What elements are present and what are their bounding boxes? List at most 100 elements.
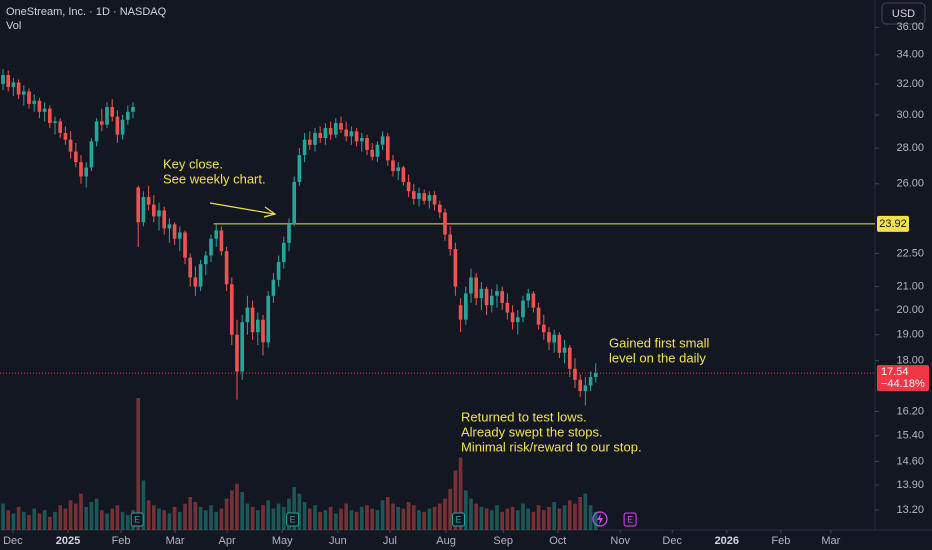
volume-bar xyxy=(27,515,31,530)
volume-bar xyxy=(16,506,21,530)
volume-bar xyxy=(354,511,359,530)
candle-body xyxy=(287,224,291,243)
candle-body xyxy=(318,132,323,138)
volume-bar xyxy=(593,511,598,530)
annotation-text: Minimal risk/reward to our stop. xyxy=(461,439,642,454)
y-tick-label: 28.00 xyxy=(896,142,924,154)
volume-bar xyxy=(489,510,494,530)
volume-bar xyxy=(1,503,5,530)
volume-bar xyxy=(448,488,453,530)
candle-body xyxy=(573,368,577,380)
level-price-box xyxy=(877,215,909,232)
x-tick-label: Jul xyxy=(383,535,397,547)
volume-bar xyxy=(484,508,489,530)
candle-body xyxy=(593,373,598,378)
volume-bar xyxy=(328,506,333,530)
volume-bar xyxy=(521,503,525,530)
volume-bar xyxy=(6,510,11,530)
candle-body xyxy=(567,347,572,369)
currency-button[interactable] xyxy=(881,2,926,25)
y-tick-label: 32.00 xyxy=(896,78,924,90)
y-tick-label: 21.00 xyxy=(896,280,924,292)
candle-body xyxy=(562,347,567,353)
volume-bar xyxy=(359,506,364,530)
volume-bar xyxy=(411,505,416,530)
x-tick-label: Apr xyxy=(219,535,236,547)
candle-body xyxy=(136,187,141,223)
volume-bar xyxy=(323,510,328,530)
candle-body xyxy=(131,107,135,112)
candle-body xyxy=(479,288,484,299)
volume-bar xyxy=(339,508,343,530)
volume-bar xyxy=(146,500,151,530)
annotation-text: level on the daily xyxy=(609,350,706,365)
candle-body xyxy=(198,264,203,287)
volume-bar xyxy=(245,503,250,530)
x-tick-label: 2025 xyxy=(56,535,80,547)
candle-body xyxy=(313,132,317,145)
candle-body xyxy=(27,91,31,104)
candle-body xyxy=(42,108,47,112)
candle-body xyxy=(219,230,224,252)
candle-body xyxy=(73,151,78,163)
volume-bar xyxy=(505,508,510,530)
volume-bar xyxy=(463,490,468,530)
volume-bar xyxy=(276,503,281,530)
currency-label[interactable]: USD xyxy=(892,8,915,20)
volume-bar xyxy=(375,510,380,530)
x-tick-label: Dec xyxy=(662,535,682,547)
candle-body xyxy=(167,224,172,229)
candle-body xyxy=(323,127,328,138)
volume-bar xyxy=(453,470,458,530)
volume-bar xyxy=(365,505,369,530)
y-tick-label: 36.00 xyxy=(896,21,924,33)
volume-bar xyxy=(209,505,213,530)
volume-bar xyxy=(58,505,63,530)
candle-body xyxy=(84,167,89,177)
volume-bar xyxy=(167,513,172,530)
candle-body xyxy=(177,232,182,239)
candle-body xyxy=(235,334,239,372)
candle-body xyxy=(526,293,531,301)
candle-body xyxy=(250,307,255,333)
candle-body xyxy=(297,155,302,182)
volume-bar xyxy=(344,503,349,530)
volume-bar xyxy=(391,503,395,530)
candle-body xyxy=(380,136,385,145)
earnings-label: E xyxy=(290,514,296,524)
candle-body xyxy=(141,196,146,223)
x-tick-label: Jun xyxy=(329,535,347,547)
events-icon[interactable] xyxy=(592,511,608,527)
candle-body xyxy=(344,129,349,137)
volume-bar xyxy=(495,505,499,530)
y-tick-label: 19.00 xyxy=(896,329,924,341)
volume-bar xyxy=(229,490,234,530)
candle-body xyxy=(427,195,432,201)
candle-body xyxy=(151,204,156,217)
volume-bar xyxy=(203,510,208,530)
candle-body xyxy=(58,121,63,133)
candle-body xyxy=(89,141,94,168)
level-price-label: 23.92 xyxy=(879,218,907,230)
candle-body xyxy=(474,277,479,299)
candle-body xyxy=(261,319,265,343)
candle-body xyxy=(339,123,343,130)
candle-body xyxy=(214,230,219,239)
annotation-arrow xyxy=(209,202,277,218)
candle-body xyxy=(276,261,281,280)
volume-bar xyxy=(313,505,317,530)
volume-bar xyxy=(469,498,473,530)
volume-bar xyxy=(396,506,401,530)
candle-body xyxy=(11,82,16,87)
symbol-title: OneStream, Inc. · 1D · NASDAQ xyxy=(6,6,167,18)
volume-bar xyxy=(193,501,198,530)
candle-body xyxy=(63,132,68,140)
volume-bar xyxy=(552,501,557,530)
candle-body xyxy=(515,317,520,323)
volume-bar xyxy=(281,506,286,530)
x-tick-label: Feb xyxy=(112,535,131,547)
candle-body xyxy=(448,234,453,250)
annotation-text: Returned to test lows. xyxy=(461,409,587,424)
candle-body xyxy=(453,249,458,287)
